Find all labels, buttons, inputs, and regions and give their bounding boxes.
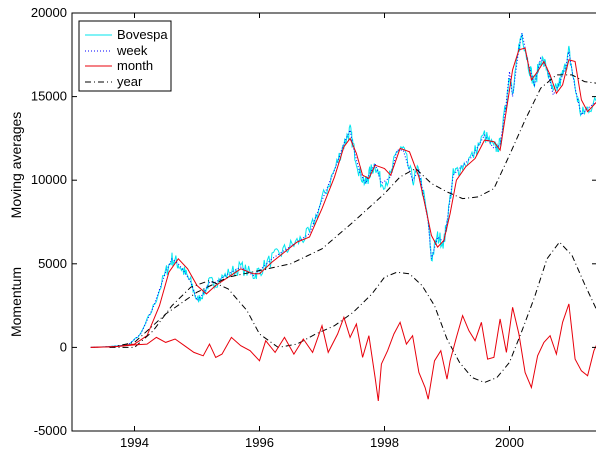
y-axis-label-momentum: Momentum xyxy=(8,267,24,337)
legend-label-month: month xyxy=(117,58,153,73)
series-line-month xyxy=(90,47,596,348)
x-tick-label: 2000 xyxy=(495,435,524,450)
series-layer xyxy=(90,32,596,401)
y-tick-label: 15000 xyxy=(31,89,67,104)
legend-label-week: week xyxy=(116,43,148,58)
axis-layer: 1994 1996 1998 2000 -5000 0 5000 10000 15000 2000… xyxy=(31,5,596,450)
y-tick-label: 10000 xyxy=(31,172,67,187)
y-tick-label: 5000 xyxy=(38,256,67,271)
legend-label-year: year xyxy=(117,74,143,89)
y-tick-label: 20000 xyxy=(31,5,67,20)
legend-label-bovespa: Bovespa xyxy=(117,27,168,42)
y-tick-label: -5000 xyxy=(34,423,67,438)
y-tick-label: 0 xyxy=(60,339,67,354)
series-line-year xyxy=(109,74,596,348)
series-line-year-momentum xyxy=(109,241,596,384)
y-axis-label-moving-averages: Moving averages xyxy=(8,112,24,219)
series-line-bovespa xyxy=(90,33,596,348)
legend: Bovespa week month year xyxy=(78,20,172,92)
x-tick-label: 1998 xyxy=(370,435,399,450)
series-line-month-momentum xyxy=(90,303,596,401)
series-line-week xyxy=(90,32,596,348)
plot-frame xyxy=(71,12,596,432)
x-tick-label: 1996 xyxy=(245,435,274,450)
x-tick-label: 1994 xyxy=(120,435,149,450)
legend-box xyxy=(78,20,172,92)
